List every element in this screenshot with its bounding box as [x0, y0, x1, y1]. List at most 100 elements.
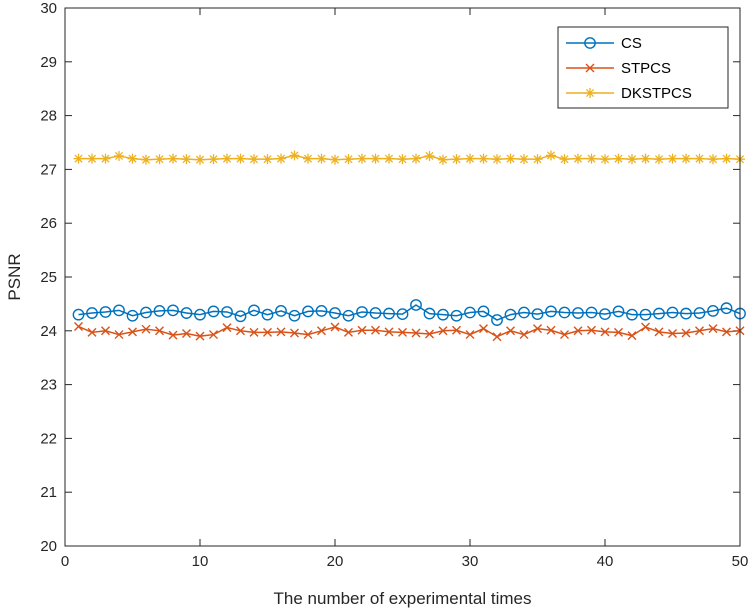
- x-tick-label: 10: [192, 553, 209, 570]
- y-tick-label: 25: [40, 269, 57, 286]
- data-point-dkstpcs: [316, 153, 327, 164]
- data-point-stpcs: [128, 327, 137, 337]
- data-point-cs: [99, 306, 112, 318]
- data-point-dkstpcs: [465, 153, 475, 164]
- data-point-stpcs: [141, 324, 151, 334]
- data-point-dkstpcs: [640, 153, 651, 164]
- data-point-dkstpcs: [370, 153, 381, 164]
- data-point-stpcs: [411, 328, 421, 338]
- data-point-stpcs: [560, 330, 569, 340]
- data-point-stpcs: [681, 328, 691, 338]
- data-point-dkstpcs: [654, 154, 664, 165]
- data-point-dkstpcs: [613, 153, 624, 164]
- data-point-stpcs: [290, 328, 299, 338]
- y-axis-title: PSNR: [5, 253, 24, 300]
- data-point-dkstpcs: [330, 154, 340, 165]
- data-point-stpcs: [546, 325, 556, 335]
- data-point-dkstpcs: [627, 154, 637, 165]
- y-tick-label: 22: [40, 430, 57, 447]
- data-point-dkstpcs: [424, 150, 435, 161]
- data-point-cs: [410, 299, 422, 311]
- legend-label-stpcs: STPCS: [621, 60, 671, 77]
- y-tick-label: 26: [40, 215, 57, 232]
- series-line-stpcs: [78, 325, 741, 338]
- data-point-dkstpcs: [127, 153, 138, 164]
- legend-marker-stpcs: [585, 63, 595, 73]
- data-point-stpcs: [506, 326, 515, 336]
- data-point-dkstpcs: [168, 153, 178, 164]
- legend-marker-cs: [584, 37, 596, 49]
- y-tick-label: 20: [40, 538, 57, 555]
- data-point-cs: [599, 308, 611, 321]
- data-point-stpcs: [114, 330, 124, 340]
- plot-box: [64, 7, 741, 547]
- data-point-stpcs: [465, 330, 475, 340]
- y-tick-label: 27: [40, 161, 57, 178]
- data-point-dkstpcs: [100, 153, 111, 164]
- data-point-stpcs: [276, 327, 286, 337]
- data-point-stpcs: [236, 326, 245, 336]
- data-point-cs: [491, 314, 503, 326]
- data-point-stpcs: [371, 325, 380, 335]
- data-point-cs: [153, 304, 166, 317]
- data-point-stpcs: [168, 330, 178, 340]
- data-point-cs: [396, 308, 409, 321]
- data-point-cs: [275, 304, 287, 317]
- data-point-stpcs: [182, 328, 191, 338]
- data-point-dkstpcs: [667, 153, 678, 164]
- legend-label-dkstpcs: DKSTPCS: [621, 85, 692, 102]
- data-point-cs: [545, 305, 557, 318]
- data-point-stpcs: [452, 325, 461, 335]
- data-point-cs: [531, 308, 544, 321]
- data-point-stpcs: [425, 329, 434, 339]
- data-point-cs: [194, 308, 206, 321]
- data-point-stpcs: [209, 330, 218, 340]
- data-point-cs: [720, 302, 733, 315]
- data-point-stpcs: [344, 327, 353, 337]
- y-tick-label: 23: [40, 377, 57, 394]
- data-point-stpcs: [600, 327, 610, 337]
- data-point-stpcs: [438, 326, 448, 336]
- data-point-cs: [693, 307, 706, 319]
- data-point-cs: [167, 304, 179, 317]
- data-point-stpcs: [614, 327, 623, 337]
- y-tick-label: 30: [40, 0, 57, 17]
- data-point-stpcs: [695, 326, 704, 336]
- data-point-cs: [423, 307, 436, 320]
- data-point-cs: [558, 306, 571, 319]
- y-tick-label: 21: [40, 484, 57, 501]
- axis-ticks: 0 10 20 30 40 50 20 21 22 23 24 25 26 27 28 29 30: [40, 0, 748, 570]
- data-point-dkstpcs: [694, 153, 705, 164]
- data-point-dkstpcs: [343, 154, 354, 165]
- data-point-dkstpcs: [505, 153, 516, 164]
- data-point-cs: [680, 307, 692, 320]
- data-point-stpcs: [398, 327, 407, 337]
- data-point-stpcs: [492, 332, 502, 342]
- data-point-dkstpcs: [451, 154, 462, 165]
- series-dkstpcs: [73, 150, 745, 165]
- data-point-cs: [464, 306, 476, 319]
- data-point-cs: [234, 310, 247, 323]
- data-point-cs: [180, 307, 193, 319]
- data-point-cs: [261, 308, 274, 321]
- data-point-cs: [207, 305, 220, 318]
- data-point-cs: [342, 309, 355, 322]
- data-point-dkstpcs: [289, 150, 300, 161]
- data-point-stpcs: [317, 326, 326, 336]
- data-point-stpcs: [330, 322, 340, 332]
- data-point-cs: [72, 308, 85, 321]
- data-point-cs: [329, 307, 341, 319]
- x-tick-label: 50: [732, 553, 749, 570]
- data-point-cs: [113, 304, 125, 317]
- data-point-stpcs: [357, 325, 367, 335]
- data-point-stpcs: [722, 327, 731, 337]
- data-point-dkstpcs: [384, 153, 394, 164]
- data-point-dkstpcs: [532, 154, 543, 165]
- data-point-cs: [248, 304, 260, 317]
- data-point-stpcs: [641, 322, 650, 332]
- data-point-dkstpcs: [73, 153, 84, 164]
- data-point-stpcs: [708, 324, 718, 334]
- data-point-cs: [504, 308, 517, 321]
- legend-marker-dkstpcs: [585, 88, 595, 98]
- series-cs: [72, 299, 746, 326]
